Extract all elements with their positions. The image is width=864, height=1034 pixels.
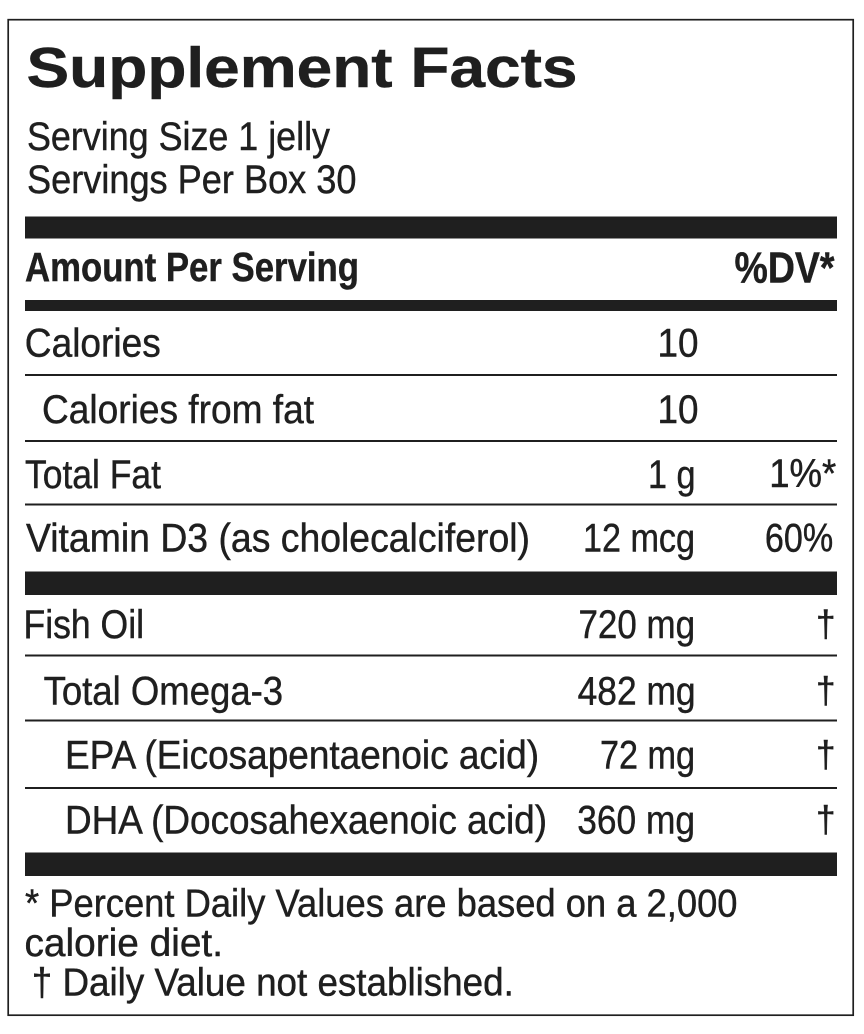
svg-text:† Daily Value not established.: † Daily Value not established. — [32, 961, 514, 1004]
svg-text:Serving Size 1 jelly: Serving Size 1 jelly — [27, 115, 330, 159]
svg-text:Servings Per Box 30: Servings Per Box 30 — [27, 158, 357, 202]
svg-text:†: † — [816, 799, 836, 840]
svg-text:1 g: 1 g — [648, 453, 696, 497]
svg-text:72 mg: 72 mg — [600, 734, 695, 778]
svg-text:10: 10 — [658, 388, 699, 432]
svg-text:1%*: 1%* — [769, 452, 836, 496]
svg-text:Fish Oil: Fish Oil — [24, 603, 145, 647]
svg-text:Supplement Facts: Supplement Facts — [27, 36, 578, 100]
svg-text:EPA (Eicosapentaenoic acid): EPA (Eicosapentaenoic acid) — [65, 734, 539, 778]
svg-text:10: 10 — [658, 322, 699, 366]
svg-text:12 mcg: 12 mcg — [583, 517, 695, 561]
svg-text:Calories: Calories — [25, 322, 161, 366]
svg-text:†: † — [816, 670, 836, 711]
svg-text:Calories from fat: Calories from fat — [42, 388, 314, 432]
svg-text:calorie diet.: calorie diet. — [25, 922, 224, 965]
svg-text:DHA (Docosahexaenoic acid): DHA (Docosahexaenoic acid) — [65, 799, 547, 843]
svg-text:†: † — [816, 604, 836, 645]
svg-text:Vitamin D3 (as cholecalciferol: Vitamin D3 (as cholecalciferol) — [26, 516, 530, 560]
svg-text:482 mg: 482 mg — [578, 670, 696, 714]
svg-text:* Percent Daily Values are bas: * Percent Daily Values are based on a 2,… — [25, 882, 738, 925]
svg-text:60%: 60% — [765, 516, 833, 560]
svg-text:Total Omega-3: Total Omega-3 — [44, 670, 284, 714]
svg-text:%DV*: %DV* — [735, 245, 835, 293]
svg-text:Total Fat: Total Fat — [25, 453, 161, 497]
svg-text:720 mg: 720 mg — [579, 603, 696, 647]
svg-text:Amount Per Serving: Amount Per Serving — [25, 244, 359, 290]
svg-text:360 mg: 360 mg — [577, 799, 695, 843]
svg-text:†: † — [816, 734, 836, 775]
